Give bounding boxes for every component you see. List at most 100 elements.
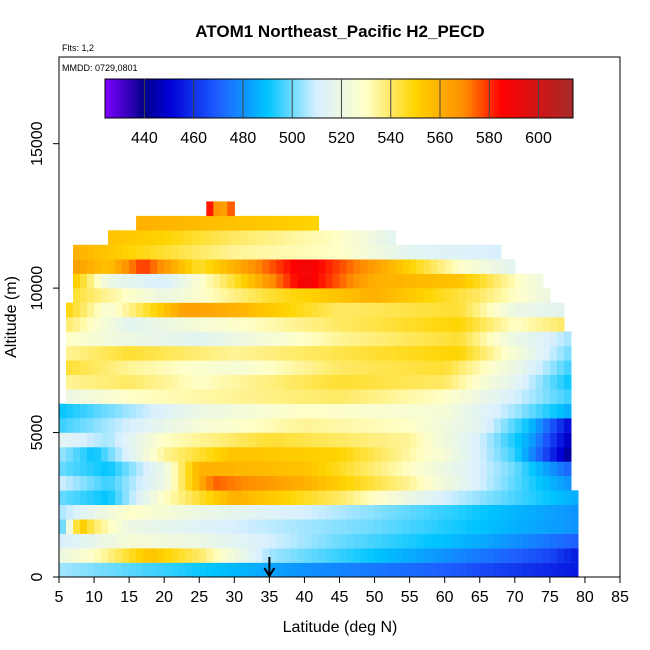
- heat-cell: [234, 230, 242, 245]
- colorbar-segment: [240, 79, 244, 118]
- y-tick-label: 0: [29, 572, 46, 581]
- heat-cell: [563, 331, 572, 347]
- colorbar-segment: [425, 79, 429, 118]
- heat-cell: [542, 475, 551, 491]
- heat-cell: [262, 432, 270, 448]
- heat-cell: [276, 389, 284, 404]
- heat-cell: [507, 432, 516, 448]
- heat-cell: [157, 533, 165, 549]
- heat-cell: [381, 230, 390, 245]
- heat-cell: [514, 533, 523, 549]
- heat-cell: [486, 447, 495, 462]
- heat-cell: [115, 230, 123, 245]
- heat-cell: [507, 273, 516, 289]
- heat-cell: [122, 533, 130, 549]
- heat-cell: [437, 244, 446, 260]
- heat-cell: [479, 259, 488, 274]
- heat-cell: [395, 475, 404, 491]
- heat-cell: [353, 490, 362, 505]
- colorbar-segment: [545, 79, 549, 118]
- heat-cell: [444, 447, 453, 462]
- heat-cell: [458, 273, 467, 289]
- heat-cell: [367, 461, 376, 477]
- heat-cell: [143, 504, 151, 520]
- heat-cell: [206, 345, 214, 361]
- heat-cell: [80, 490, 88, 505]
- heat-cell: [283, 490, 291, 505]
- colorbar-segment: [127, 79, 131, 118]
- heat-cell: [213, 230, 221, 245]
- colorbar-segment: [447, 79, 451, 118]
- heat-cell: [458, 418, 467, 433]
- heat-cell: [493, 331, 502, 347]
- heat-cell: [227, 504, 235, 520]
- heat-cell: [108, 360, 116, 375]
- heat-cell: [101, 302, 109, 318]
- heat-cell: [227, 562, 235, 578]
- y-tick-label: 5000: [29, 415, 46, 451]
- colorbar-tick-label: 560: [427, 130, 454, 147]
- heat-cell: [150, 259, 158, 274]
- heat-cell: [227, 548, 235, 563]
- heat-cell: [563, 360, 572, 375]
- heat-cell: [185, 461, 193, 477]
- heat-cell: [381, 374, 390, 390]
- heat-cell: [241, 504, 249, 520]
- heat-cell: [101, 490, 109, 505]
- heat-cell: [290, 259, 298, 274]
- heat-cell: [290, 302, 298, 318]
- heat-cell: [94, 331, 102, 347]
- heat-cell: [178, 331, 186, 347]
- heat-cell: [122, 288, 130, 303]
- heat-cell: [283, 302, 291, 318]
- heat-cell: [332, 230, 341, 245]
- heat-cell: [276, 244, 284, 260]
- heat-cell: [486, 490, 495, 505]
- heat-cell: [430, 244, 439, 260]
- heat-cell: [185, 519, 193, 534]
- heat-cell: [521, 418, 530, 433]
- heat-cell: [388, 317, 397, 332]
- heat-cell: [430, 331, 439, 347]
- heat-cell: [535, 374, 544, 390]
- heat-cell: [304, 360, 312, 375]
- heat-cell: [423, 374, 432, 390]
- heat-cell: [367, 331, 376, 347]
- heat-cell: [339, 447, 348, 462]
- heat-cell: [185, 331, 193, 347]
- heat-cell: [409, 244, 418, 260]
- heat-cell: [101, 360, 109, 375]
- heat-cell: [472, 317, 481, 332]
- heat-cell: [500, 273, 509, 289]
- heat-cell: [276, 475, 284, 491]
- heat-cell: [346, 244, 355, 260]
- heat-cell: [101, 504, 109, 520]
- heat-cell: [423, 475, 432, 491]
- heat-cell: [549, 432, 558, 448]
- heat-cell: [395, 562, 404, 578]
- heat-cell: [269, 360, 277, 375]
- heat-cell: [479, 418, 488, 433]
- heat-cell: [353, 548, 362, 563]
- heat-cell: [360, 389, 369, 404]
- heat-cell: [87, 403, 95, 419]
- heat-cell: [479, 360, 488, 375]
- heat-cell: [108, 461, 116, 477]
- heat-cell: [94, 259, 102, 274]
- heat-cell: [234, 447, 242, 462]
- x-axis-label: Latitude (deg N): [283, 619, 398, 636]
- heat-cell: [367, 345, 376, 361]
- heat-cell: [339, 345, 348, 361]
- heat-cell: [549, 548, 558, 563]
- heat-cell: [360, 490, 369, 505]
- heat-cell: [241, 288, 249, 303]
- heat-cell: [388, 475, 397, 491]
- colorbar-segment: [144, 79, 148, 118]
- heat-cell: [255, 562, 263, 578]
- heat-cell: [367, 432, 376, 448]
- colorbar-segment: [139, 79, 143, 118]
- heat-cell: [227, 389, 235, 404]
- colorbar-segment: [250, 79, 254, 118]
- heat-cell: [241, 533, 249, 549]
- x-tick-label: 55: [401, 589, 419, 606]
